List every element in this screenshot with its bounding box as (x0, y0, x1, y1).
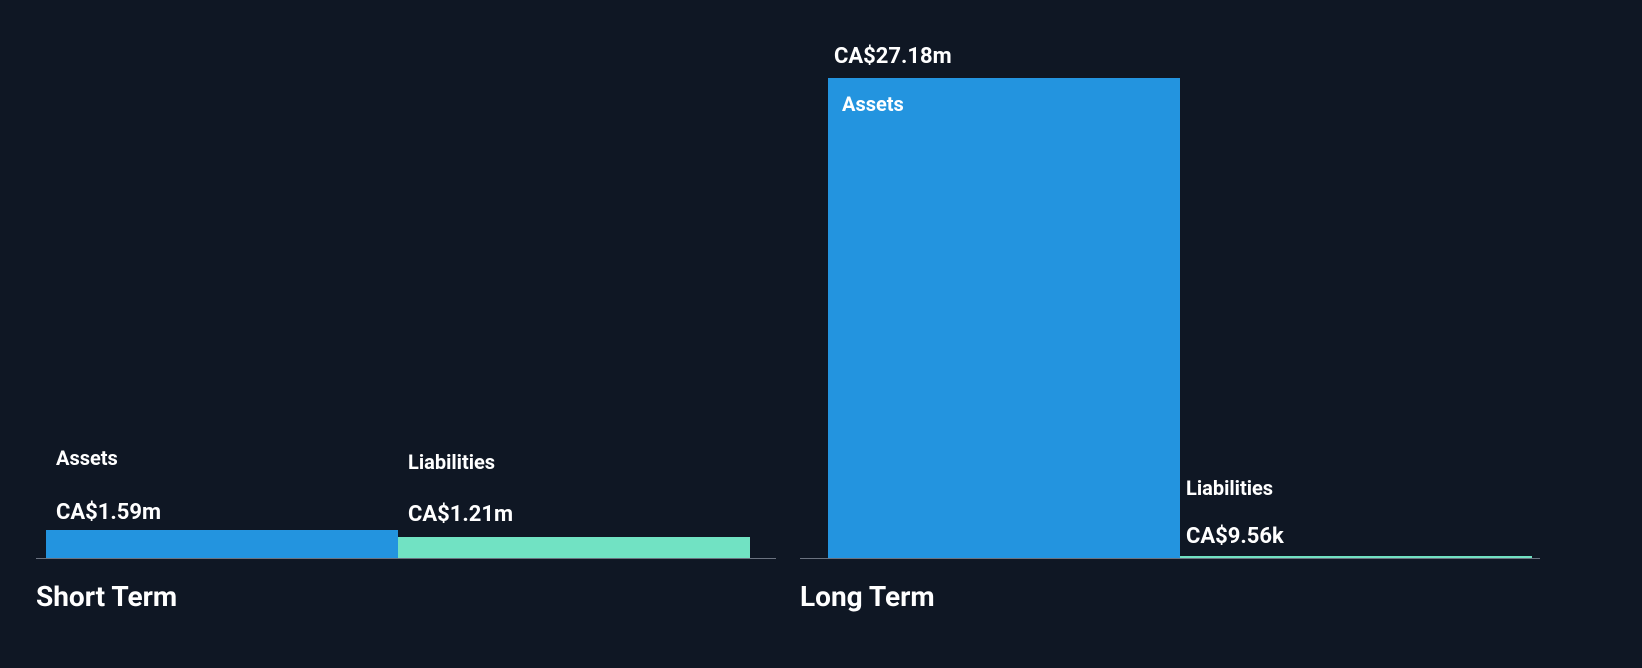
long_term-baseline (800, 558, 1540, 559)
short_liabilities-bar (398, 537, 750, 558)
short_assets-bar (46, 530, 398, 558)
short_assets-name-label: Assets (56, 446, 118, 470)
short_assets-value-label: CA$1.59m (56, 500, 161, 525)
long_assets-bar (828, 78, 1180, 558)
short_term-panel: Assets CA$1.59m Liabilities CA$1.21m (36, 0, 766, 668)
short_term-baseline (36, 558, 776, 559)
long_liabilities-value-label: CA$9.56k (1186, 524, 1284, 549)
long_term-title: Long Term (800, 580, 935, 613)
long_assets-value-label: CA$27.18m (834, 44, 952, 69)
long_liabilities-bar (1180, 556, 1532, 558)
long_term-panel: CA$27.18m Assets Liabilities CA$9.56k (800, 0, 1530, 668)
short_term-title: Short Term (36, 580, 177, 613)
long_liabilities-name-label: Liabilities (1186, 476, 1273, 500)
long_assets-name-label: Assets (842, 92, 904, 116)
short_liabilities-value-label: CA$1.21m (408, 502, 513, 527)
short_liabilities-name-label: Liabilities (408, 450, 495, 474)
